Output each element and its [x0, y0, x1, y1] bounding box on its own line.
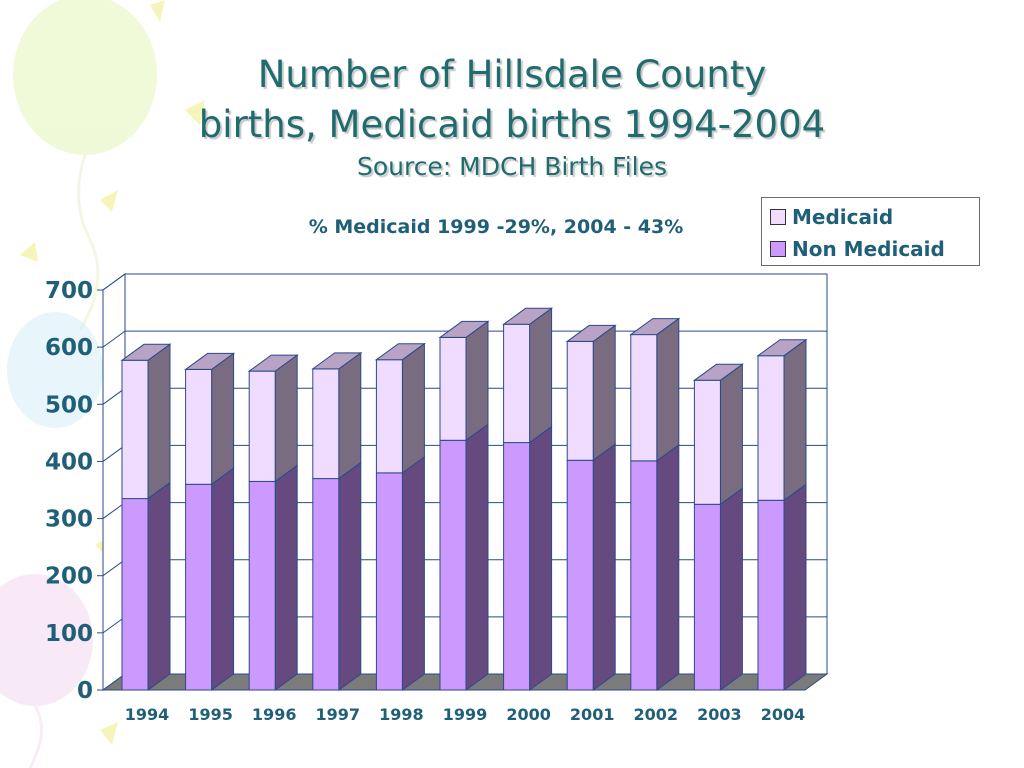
bar-top — [311, 352, 363, 370]
bar-medicaid — [375, 359, 403, 474]
bar-medicaid-side — [719, 363, 743, 506]
bar-non-medicaid-side — [719, 487, 743, 691]
y-tick-label: 500 — [45, 392, 93, 418]
bar-medicaid — [312, 368, 340, 480]
bar-medicaid — [693, 379, 721, 505]
bar-non-medicaid — [375, 472, 403, 691]
bar-top — [692, 363, 744, 381]
bar-non-medicaid-side — [656, 443, 680, 691]
chart-subtitle: Source: MDCH Birth Files — [356, 152, 668, 181]
legend-label-medicaid: Medicaid — [792, 205, 894, 229]
x-tick-label: 1994 — [125, 705, 170, 724]
bar-top — [502, 307, 554, 325]
chart-title-line1: Number of Hillsdale County — [257, 53, 767, 96]
bar-medicaid-side — [592, 324, 616, 462]
bar-medicaid — [248, 370, 276, 482]
y-tick-label: 200 — [45, 564, 93, 590]
bar-non-medicaid — [248, 480, 276, 691]
x-tick-label: 1999 — [443, 705, 488, 724]
bar-top — [374, 343, 426, 361]
bar-non-medicaid-side — [783, 483, 807, 691]
balloon-decoration-blue — [7, 312, 103, 428]
bar-top — [438, 320, 490, 338]
bar-non-medicaid-side — [211, 467, 235, 691]
bar-medicaid-side — [211, 352, 235, 486]
bar-medicaid-side — [147, 343, 171, 500]
bar-non-medicaid — [566, 459, 594, 691]
bar-medicaid-side — [274, 354, 298, 483]
legend-label-non-medicaid: Non Medicaid — [792, 237, 945, 261]
y-tick-label: 400 — [45, 449, 93, 475]
x-axis: 1994 1995 1996 1997 1998 1999 2000 2001 2002 2003… — [125, 705, 806, 724]
bar-medicaid — [566, 340, 594, 461]
balloon-decoration-pink — [0, 574, 93, 768]
x-tick-label: 1995 — [188, 705, 233, 724]
x-tick-label: 1998 — [379, 705, 424, 724]
gridline — [102, 273, 827, 291]
bar-medicaid — [185, 368, 213, 485]
bar-medicaid — [439, 336, 467, 441]
bar-medicaid — [630, 334, 658, 462]
y-tick-label: 0 — [77, 678, 93, 704]
y-tick-label: 300 — [45, 507, 93, 533]
bar-non-medicaid — [312, 478, 340, 691]
legend-item-medicaid: Medicaid — [770, 204, 893, 230]
x-tick-label: 2004 — [761, 705, 806, 724]
bar-non-medicaid — [503, 442, 531, 691]
bar-non-medicaid — [630, 460, 658, 691]
bar-non-medicaid-side — [274, 464, 298, 691]
bar-non-medicaid-side — [529, 425, 553, 691]
bar-non-medicaid-side — [147, 481, 171, 691]
bar-top — [756, 339, 808, 357]
legend-swatch-medicaid — [770, 209, 786, 225]
bar-top — [565, 324, 617, 342]
x-tick-label: 2000 — [506, 705, 551, 724]
bar-non-medicaid — [439, 439, 467, 691]
x-tick-label: 2003 — [697, 705, 742, 724]
y-tick-label: 700 — [45, 278, 93, 304]
legend: Medicaid Non Medicaid — [761, 197, 980, 266]
bars — [120, 307, 808, 691]
bar-non-medicaid — [757, 499, 785, 691]
y-axis: 0 100 200 300 400 500 600 700 — [45, 278, 104, 704]
bar-medicaid-side — [401, 342, 425, 474]
bar-medicaid — [757, 355, 785, 501]
x-tick-label: 2002 — [634, 705, 679, 724]
bar-non-medicaid — [121, 498, 149, 691]
bar-non-medicaid-side — [401, 455, 425, 691]
bar-medicaid-side — [656, 317, 680, 462]
bar-non-medicaid-side — [338, 461, 362, 691]
chart-title-line2: births, Medicaid births 1994-2004 — [198, 103, 826, 146]
bar-non-medicaid-side — [465, 423, 489, 691]
balloon-decoration-green — [13, 0, 157, 331]
bar-medicaid — [503, 323, 531, 444]
bar-top — [247, 354, 299, 372]
y-tick-label: 100 — [45, 621, 93, 647]
bar-top — [120, 343, 172, 361]
medicaid-percent-annotation: % Medicaid 1999 -29%, 2004 - 43% — [308, 216, 684, 238]
bar-medicaid-side — [465, 320, 489, 442]
y-tick-label: 600 — [45, 335, 93, 361]
legend-swatch-non-medicaid — [770, 241, 786, 257]
x-tick-label: 1996 — [252, 705, 297, 724]
bar-medicaid-side — [529, 307, 553, 444]
x-tick-label: 2001 — [570, 705, 615, 724]
bar-top — [629, 318, 681, 336]
bar-medicaid — [121, 359, 149, 500]
bar-top — [184, 352, 236, 370]
legend-item-non-medicaid: Non Medicaid — [770, 236, 945, 262]
bar-medicaid-side — [783, 338, 807, 502]
bar-non-medicaid-side — [592, 443, 616, 691]
bar-non-medicaid — [185, 483, 213, 691]
bar-non-medicaid — [693, 503, 721, 691]
bar-medicaid-side — [338, 351, 362, 480]
x-tick-label: 1997 — [316, 705, 361, 724]
